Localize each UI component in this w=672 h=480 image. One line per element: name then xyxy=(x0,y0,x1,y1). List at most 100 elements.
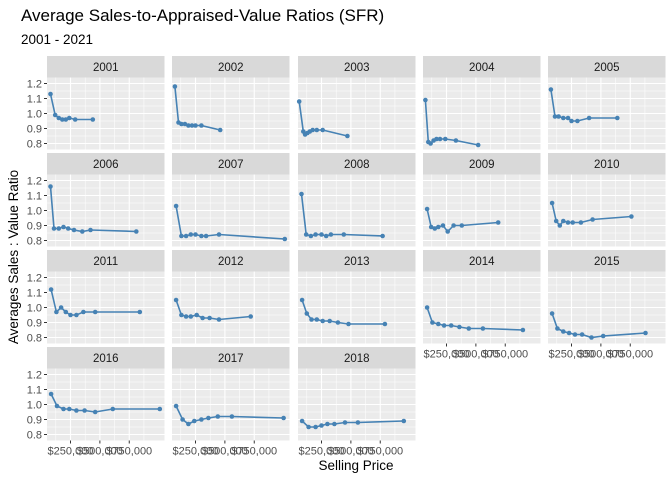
data-point xyxy=(179,121,184,127)
data-point xyxy=(313,232,318,237)
x-tick-label: $250,000 xyxy=(424,349,470,361)
data-point xyxy=(570,220,575,225)
data-point xyxy=(92,309,98,315)
data-point xyxy=(565,115,571,121)
data-point xyxy=(48,287,54,292)
data-point xyxy=(428,224,434,230)
data-point xyxy=(54,403,60,409)
data-point xyxy=(282,236,288,242)
data-point xyxy=(319,232,324,237)
facet-label: 2007 xyxy=(218,159,244,171)
data-point xyxy=(341,232,347,237)
data-point xyxy=(310,127,316,133)
y-tick-label: 0.9 xyxy=(27,317,42,329)
data-point xyxy=(401,418,407,424)
data-point xyxy=(179,233,184,239)
data-point xyxy=(565,220,571,225)
data-point xyxy=(328,232,334,237)
data-point xyxy=(520,327,526,333)
data-point xyxy=(207,315,212,321)
facet-strip xyxy=(47,347,165,369)
data-point xyxy=(590,217,595,222)
data-point xyxy=(572,332,578,337)
data-point xyxy=(216,317,222,322)
x-tick-label: $250,000 xyxy=(173,446,219,458)
x-tick-label: $500,000 xyxy=(578,349,624,361)
data-point xyxy=(430,320,435,325)
data-point xyxy=(345,133,350,139)
data-point xyxy=(229,414,235,419)
data-point xyxy=(346,321,351,327)
data-point xyxy=(110,406,116,412)
y-tick-label: 1.2 xyxy=(27,272,42,284)
data-point xyxy=(74,312,79,318)
data-point xyxy=(552,114,558,119)
y-tick-label: 1.2 xyxy=(27,369,42,381)
data-point xyxy=(56,115,62,121)
y-tick-label: 0.9 xyxy=(27,123,42,135)
x-tick-label: $750,000 xyxy=(357,446,403,458)
x-axis-title: Selling Price xyxy=(318,458,393,473)
facet-strip xyxy=(423,250,541,272)
data-point xyxy=(63,309,69,315)
y-tick-label: 0.8 xyxy=(27,138,42,150)
data-point xyxy=(80,229,85,234)
data-point xyxy=(60,117,65,122)
data-point xyxy=(200,315,205,321)
data-point xyxy=(52,112,58,118)
data-point xyxy=(248,314,253,319)
data-point xyxy=(72,117,78,122)
x-tick-label: $500,000 xyxy=(77,446,123,458)
data-point xyxy=(437,136,443,142)
data-point xyxy=(182,121,188,127)
y-axis-title: Averages Sales : Value Ratio xyxy=(6,170,21,344)
data-point xyxy=(189,123,195,128)
facet-label: 2010 xyxy=(594,159,620,171)
data-point xyxy=(303,232,309,237)
x-tick-label: $500,000 xyxy=(453,349,499,361)
data-point xyxy=(424,206,430,212)
data-point xyxy=(434,136,439,142)
y-tick-label: 1.0 xyxy=(27,302,42,314)
data-point xyxy=(71,227,77,233)
data-point xyxy=(186,421,191,427)
facet-label: 2013 xyxy=(344,256,370,268)
data-point xyxy=(314,317,320,322)
data-point xyxy=(314,127,320,133)
data-point xyxy=(327,318,333,324)
data-point xyxy=(199,233,204,239)
facet-label: 2011 xyxy=(93,256,118,268)
facet-label: 2002 xyxy=(218,62,244,74)
x-tick-label: $750,000 xyxy=(106,446,152,458)
data-point xyxy=(82,408,87,413)
x-tick-label: $250,000 xyxy=(299,446,345,458)
facet-label: 2008 xyxy=(344,159,370,171)
data-point xyxy=(193,232,198,237)
y-tick-label: 1.1 xyxy=(27,287,42,299)
data-point xyxy=(382,321,388,327)
data-point xyxy=(589,335,594,340)
data-point xyxy=(432,226,438,231)
data-point xyxy=(173,297,179,303)
data-point xyxy=(355,420,361,425)
data-point xyxy=(157,406,163,412)
x-tick-label: $750,000 xyxy=(607,349,653,361)
data-point xyxy=(67,406,72,412)
data-point xyxy=(188,232,194,237)
data-point xyxy=(578,220,584,225)
data-point xyxy=(320,318,326,324)
data-point xyxy=(188,314,194,319)
data-point xyxy=(67,115,72,121)
facet-strip xyxy=(298,250,416,272)
y-tick-label: 1.2 xyxy=(27,78,42,90)
data-point xyxy=(549,200,555,206)
data-point xyxy=(65,226,71,231)
facet-strip xyxy=(298,56,416,78)
y-tick-label: 0.8 xyxy=(27,429,42,441)
data-point xyxy=(561,115,566,121)
facet-label: 2009 xyxy=(469,159,495,171)
data-point xyxy=(48,91,53,97)
data-point xyxy=(436,224,441,230)
data-point xyxy=(561,218,566,224)
